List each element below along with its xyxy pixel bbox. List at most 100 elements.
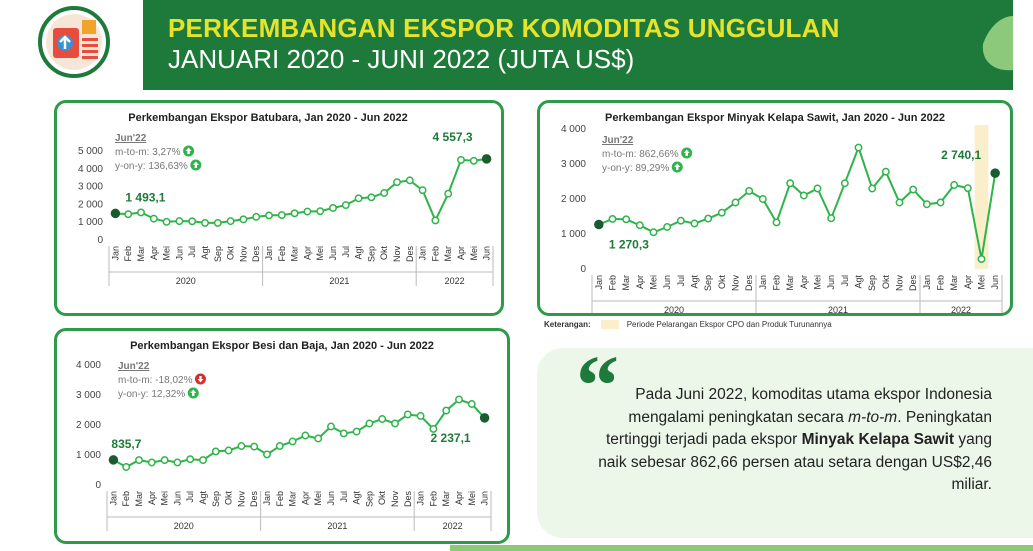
year-label: 2022 <box>445 276 465 286</box>
data-point <box>367 193 376 202</box>
data-point <box>622 215 631 224</box>
data-point <box>649 228 658 237</box>
x-tick-label: Nov <box>236 491 246 508</box>
x-tick-label: Jun <box>480 491 490 506</box>
data-point <box>799 191 808 200</box>
data-point <box>199 456 207 465</box>
arrow-up-glyph <box>674 163 681 170</box>
year-label: 2020 <box>176 276 196 286</box>
data-point <box>301 431 310 440</box>
data-point <box>201 218 209 227</box>
y-tick-label: 1 000 <box>78 217 103 228</box>
data-point <box>226 217 235 226</box>
data-point <box>211 447 220 456</box>
chart-besi-baja: Perkembangan Ekspor Besi dan Baja, Jan 2… <box>76 340 492 531</box>
x-tick-label: Apr <box>635 275 645 289</box>
info-mtm: m-to-m: 3,27% <box>115 147 181 158</box>
x-tick-label: Sep <box>213 246 223 262</box>
data-point <box>786 179 795 188</box>
x-tick-label: Jan <box>418 246 428 261</box>
data-point <box>224 446 233 455</box>
last-value-label: 4 557,3 <box>433 130 473 144</box>
data-point <box>122 463 131 471</box>
year-label: 2020 <box>174 521 194 531</box>
x-tick-label: Feb <box>936 275 946 291</box>
data-point <box>352 427 361 436</box>
y-tick-label: 5 000 <box>78 146 103 157</box>
data-point <box>263 450 271 459</box>
y-tick-label: 2 000 <box>76 420 101 431</box>
x-tick-label: Jun <box>662 275 672 290</box>
x-tick-label: Feb <box>277 246 287 262</box>
y-tick-label: 4 000 <box>76 360 101 371</box>
x-tick-label: Feb <box>430 246 440 262</box>
x-tick-label: Feb <box>428 491 438 507</box>
x-tick-label: Nov <box>390 491 400 508</box>
x-tick-label: Jul <box>341 246 351 258</box>
x-tick-label: Mar <box>288 491 298 507</box>
x-tick-label: Mar <box>443 246 453 262</box>
data-point <box>745 187 754 195</box>
data-point <box>936 198 945 207</box>
info-yoy: y-on-y: 12,32% <box>118 389 185 400</box>
data-point <box>378 415 387 423</box>
x-tick-label: Nov <box>895 275 905 292</box>
data-point <box>772 218 781 227</box>
data-point <box>469 156 478 165</box>
data-point <box>909 185 918 194</box>
data-point <box>327 422 335 431</box>
data-point <box>290 209 299 218</box>
endpoint-marker <box>110 208 121 219</box>
x-tick-label: Jul <box>187 246 197 258</box>
data-point <box>149 214 158 223</box>
y-tick-label: 4 000 <box>561 124 586 135</box>
data-point <box>365 419 374 428</box>
x-tick-label: Jan <box>594 275 604 290</box>
x-tick-label: Apr <box>302 246 312 260</box>
x-tick-label: Mei <box>977 275 987 290</box>
x-tick-label: Nov <box>392 246 402 263</box>
x-tick-label: Jun <box>482 246 492 261</box>
data-point <box>690 219 699 228</box>
data-point <box>237 442 246 450</box>
data-point <box>252 212 261 221</box>
x-tick-label: Mar <box>136 246 146 262</box>
year-label: 2021 <box>329 276 349 286</box>
x-tick-label: Nov <box>238 246 248 263</box>
x-tick-label: Des <box>908 275 918 292</box>
data-point <box>429 424 438 433</box>
x-tick-label: Jan <box>264 246 274 261</box>
quote-box <box>537 348 1033 538</box>
x-tick-label: Sep <box>211 491 221 507</box>
data-point <box>608 215 617 223</box>
x-tick-label: Mar <box>785 275 795 291</box>
x-tick-label: Feb <box>275 491 285 507</box>
y-tick-label: 3 000 <box>76 390 101 401</box>
data-point <box>405 176 414 185</box>
x-tick-label: Jun <box>990 275 1000 290</box>
x-tick-label: Des <box>403 491 413 508</box>
x-tick-label: Agt <box>352 491 362 505</box>
x-tick-label: Okt <box>226 246 236 261</box>
x-tick-label: Feb <box>772 275 782 291</box>
arrow-down-glyph <box>197 376 204 383</box>
data-point <box>881 167 890 176</box>
x-tick-label: Jun <box>826 275 836 290</box>
data-point <box>137 208 145 217</box>
x-tick-label: Okt <box>379 246 389 261</box>
quote-text-bold: Minyak Kelapa Sawit <box>801 431 955 448</box>
x-tick-label: Jan <box>110 246 120 261</box>
x-tick-label: Apr <box>963 275 973 289</box>
x-tick-label: Jan <box>108 491 118 506</box>
arrow-up-glyph <box>185 147 192 154</box>
endpoint-marker <box>108 455 119 465</box>
data-point <box>393 178 401 187</box>
data-point <box>239 215 248 224</box>
data-point <box>922 200 931 209</box>
first-value-label: 835,7 <box>111 437 141 451</box>
x-tick-label: Mei <box>649 275 659 290</box>
data-point <box>431 216 440 225</box>
x-tick-label: Agt <box>198 491 208 505</box>
endpoint-marker <box>479 413 490 423</box>
x-tick-label: Jul <box>185 491 195 503</box>
